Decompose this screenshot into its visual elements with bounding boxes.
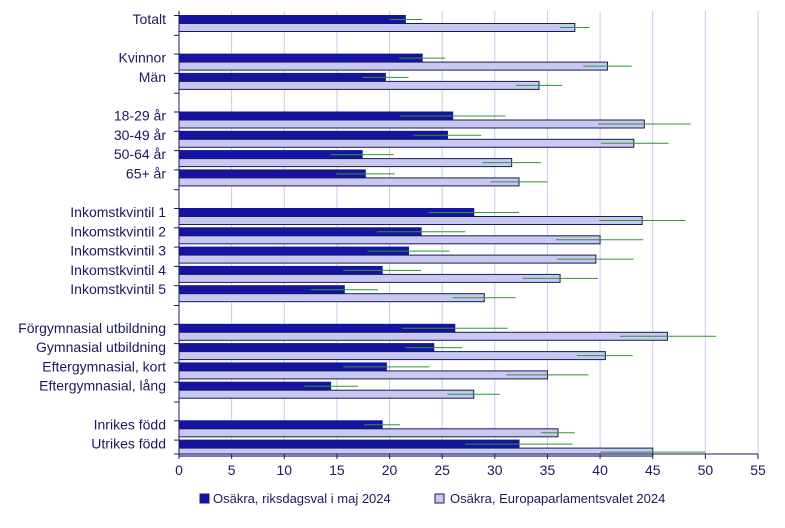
x-tick-label: 0 [175,462,183,478]
bar-europaparlament [178,254,597,264]
x-tick-label: 30 [487,462,503,478]
bar-riksdag [178,53,423,63]
legend-swatch-riksdag [199,493,210,504]
axes [174,11,759,459]
x-tick-label: 55 [750,462,766,478]
bar-europaparlament [178,80,540,90]
bar-europaparlament [178,23,576,32]
category-labels: Totalt Kvinnor Män 18-29 år 30-49 år 50-64 år… [18,11,166,452]
bar-europaparlament [178,216,643,225]
category-label: Utrikes född [91,436,166,452]
x-tick-label: 20 [382,462,398,478]
category-label: Män [139,69,166,85]
category-label: Förgymnasial utbildning [18,320,166,336]
bar-europaparlament [178,447,654,457]
bar-europaparlament [178,331,668,341]
bar-europaparlament [178,61,608,71]
bar-europaparlament [178,119,645,129]
category-label: Kvinnor [119,50,167,66]
x-tick-label: 10 [276,462,292,478]
bar-europaparlament [178,389,475,399]
bar-europaparlament [178,273,561,283]
bar-europaparlament [178,235,601,245]
bar-riksdag [178,343,435,353]
category-label: Inrikes född [94,416,166,432]
category-label: Gymnasial utbildning [36,339,166,355]
bar-europaparlament [178,177,520,187]
bar-riksdag [178,420,383,430]
category-label: Totalt [133,11,167,27]
x-tick-label: 50 [698,462,714,478]
bar-europaparlament [178,351,606,361]
category-label: 18-29 år [114,108,166,124]
category-label: Inkomstkvintil 2 [70,223,166,239]
bar-europaparlament [178,428,559,438]
category-label: 30-49 år [114,127,166,143]
x-tick-label: 15 [329,462,345,478]
category-label: Inkomstkvintil 3 [70,243,166,259]
x-tick-label: 40 [592,462,608,478]
x-tick-label: 45 [645,462,661,478]
legend-label-europaparlament: Osäkra, Europaparlamentsvalet 2024 [450,491,665,506]
legend-label-riksdag: Osäkra, riksdagsval i maj 2024 [213,491,391,506]
bar-riksdag [178,15,406,24]
category-label: 50-64 år [114,146,166,162]
bar-europaparlament [178,370,548,380]
category-label: Eftergymnasial, kort [42,358,166,374]
x-tick-labels: 0 5 10 15 20 25 30 35 40 45 50 55 [175,462,766,478]
bar-europaparlament [178,158,513,168]
bars [178,15,668,457]
x-tick-label: 5 [228,462,236,478]
bar-riksdag [178,72,386,82]
category-label: Eftergymnasial, lång [39,378,166,394]
legend-swatch-europaparlament [434,493,445,504]
bar-europaparlament [178,293,485,303]
x-tick-label: 35 [540,462,556,478]
bar-riksdag [178,130,448,140]
bar-europaparlament [178,138,635,148]
category-label: Inkomstkvintil 1 [70,204,166,220]
legend: Osäkra, riksdagsval i maj 2024 Osäkra, E… [199,491,665,506]
category-label: Inkomstkvintil 5 [70,281,166,297]
category-label: Inkomstkvintil 4 [70,262,166,278]
x-tick-label: 25 [434,462,450,478]
confidence-intervals [304,19,716,453]
category-label: 65+ år [126,165,166,181]
